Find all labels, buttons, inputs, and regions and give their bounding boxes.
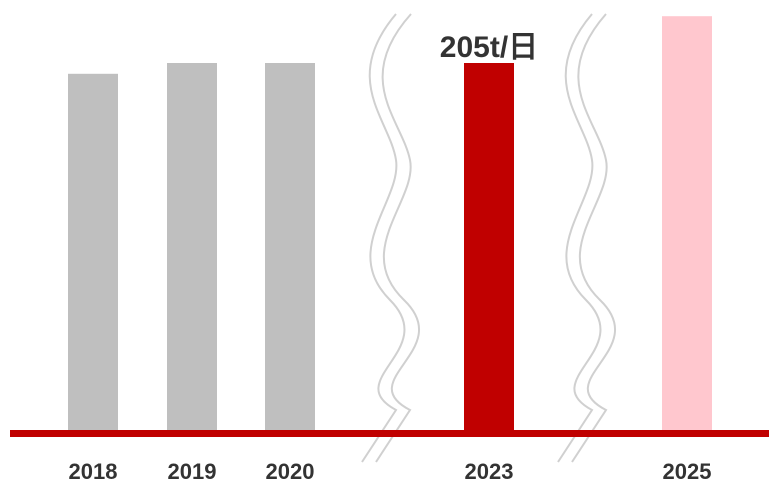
data-label-2023: 205t/日 [440, 31, 538, 64]
bar-2025 [662, 16, 712, 432]
axis-break-left-outer [375, 13, 420, 463]
axis-break-left-inner [361, 13, 406, 463]
x-tick-labels: 2018 2019 2020 2023 2025 [69, 459, 712, 484]
tick-label-2020: 2020 [266, 459, 315, 484]
x-axis-line [10, 430, 769, 437]
tick-label-2019: 2019 [168, 459, 217, 484]
axis-break-marks [361, 13, 616, 463]
bar-2018 [68, 73, 118, 433]
tick-label-2025: 2025 [663, 459, 712, 484]
tick-label-2018: 2018 [69, 459, 118, 484]
bar-2019 [167, 63, 217, 432]
bars [68, 16, 712, 433]
axis-break-right-inner [557, 13, 602, 463]
bar-2023 [464, 63, 514, 432]
tick-label-2023: 2023 [465, 459, 514, 484]
bar-2020 [265, 63, 315, 432]
axis-break-right-outer [571, 13, 616, 463]
